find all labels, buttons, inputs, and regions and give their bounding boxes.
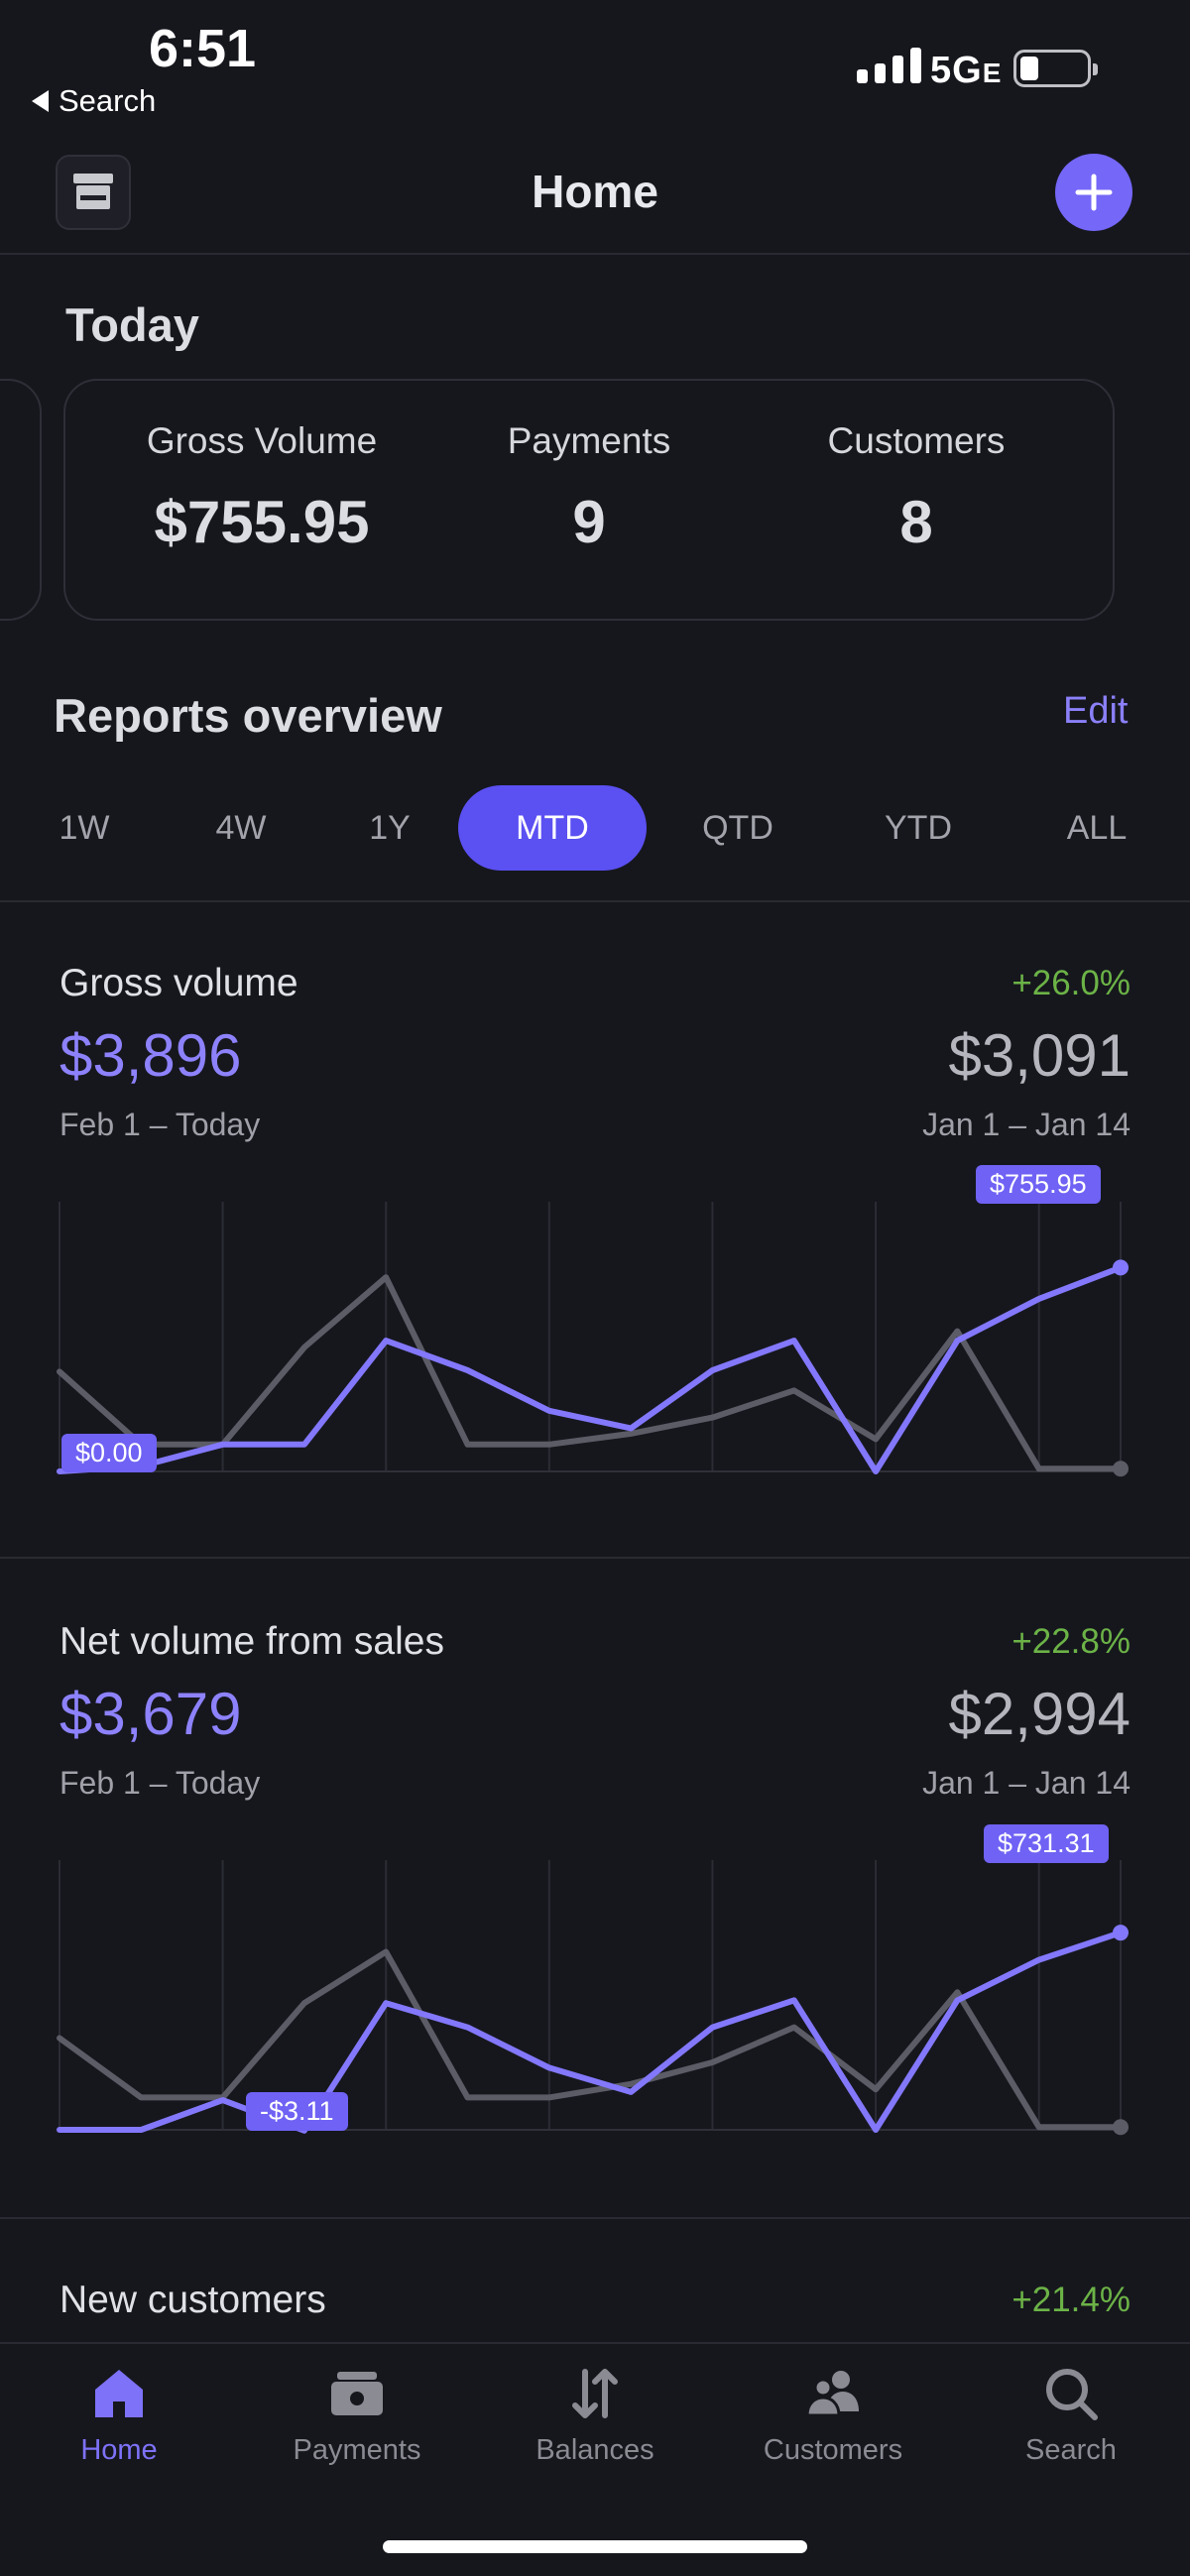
gross-volume-previous-range: Jan 1 – Jan 14 [922,1107,1130,1142]
gross-volume-chart [57,1202,1129,1477]
net-volume-current-line [57,1930,1124,2134]
plus-icon [1075,174,1113,211]
tab-ytd[interactable]: YTD [885,809,952,847]
stat-gross-volume: Gross Volume $755.95 [146,420,378,555]
balances-icon [572,2369,618,2418]
net-volume-chart [57,1860,1129,2136]
gross-volume-start-label: $0.00 [61,1434,157,1472]
gross-volume-change: +26.0% [1012,964,1130,1002]
new-customers-title: New customers [60,2279,326,2321]
add-button[interactable] [1055,154,1132,231]
status-time: 6:51 [149,19,257,78]
tab-mtd[interactable]: MTD [458,785,647,871]
gross-volume-end-label: $755.95 [976,1165,1101,1204]
tab-all[interactable]: ALL [1066,809,1128,847]
period-tabs: 1W 4W 1Y MTD QTD YTD ALL [0,785,1190,871]
new-customers-change: +21.4% [1012,2281,1130,2319]
nav-customers[interactable]: Customers [734,2364,932,2467]
net-volume-min-label: -$3.11 [246,2092,348,2131]
gross-volume-title: Gross volume [60,962,298,1004]
gross-volume-previous-line [57,1274,1124,1472]
today-stats-card[interactable]: Gross Volume $755.95 Payments 9 Customer… [63,379,1115,621]
page-title: Home [532,166,658,217]
tabs-divider [0,900,1190,902]
gross-volume-card[interactable]: Gross volume +26.0% $3,896 $3,091 Feb 1 … [0,900,1190,1557]
back-label: Search [59,83,157,118]
stat-payments: Payments 9 [507,420,671,555]
today-title: Today [65,298,199,351]
reports-title: Reports overview [54,689,442,742]
gross-volume-current-line [57,1264,1124,1474]
gross-volume-previous-end-point [1113,1461,1129,1477]
net-volume-title: Net volume from sales [60,1620,444,1663]
edit-reports-link[interactable]: Edit [1063,690,1129,732]
gross-volume-current-range: Feb 1 – Today [60,1107,261,1142]
home-icon [95,2370,143,2417]
home-indicator [383,2540,807,2553]
gross-volume-current: $3,896 [60,1022,242,1089]
net-volume-current-end-point [1113,1925,1129,1941]
payments-icon [331,2372,383,2415]
gross-volume-divider [0,1557,1190,1559]
storefront-icon [73,174,113,209]
net-volume-previous-range: Jan 1 – Jan 14 [922,1765,1130,1801]
search-icon [1046,2369,1098,2420]
net-volume-previous-line [57,1948,1124,2131]
customers-icon [805,2371,859,2417]
back-to-search[interactable]: Search [32,83,156,119]
tab-qtd[interactable]: QTD [702,809,774,847]
nav-home[interactable]: Home [20,2364,218,2467]
gross-volume-current-end-point [1113,1259,1129,1276]
nav-search[interactable]: Search [972,2364,1170,2467]
gross-volume-previous: $3,091 [948,1022,1130,1089]
signal-icon [857,48,921,83]
net-volume-current-range: Feb 1 – Today [60,1765,261,1801]
net-volume-divider [0,2217,1190,2219]
net-volume-previous: $2,994 [948,1681,1130,1747]
network-type: 5GE [930,50,1003,91]
back-arrow-icon [32,90,49,112]
nav-payments[interactable]: Payments [258,2364,456,2467]
nav-balances[interactable]: Balances [496,2364,694,2467]
previous-card[interactable] [0,379,42,621]
tab-bar: Home Payments Balances Customers Search [0,2342,1190,2576]
tab-4w[interactable]: 4W [215,809,267,847]
header-divider [0,253,1190,255]
net-volume-change: +22.8% [1012,1622,1130,1661]
tab-1y[interactable]: 1Y [369,809,411,847]
net-volume-current: $3,679 [60,1681,242,1747]
net-volume-end-label: $731.31 [984,1824,1109,1863]
tab-1w[interactable]: 1W [59,809,110,847]
net-volume-card[interactable]: Net volume from sales +22.8% $3,679 $2,9… [0,1559,1190,2217]
storefront-button[interactable] [56,155,131,230]
net-volume-previous-end-point [1113,2119,1129,2136]
stat-customers: Customers 8 [827,420,1006,555]
battery-icon [1013,50,1098,87]
